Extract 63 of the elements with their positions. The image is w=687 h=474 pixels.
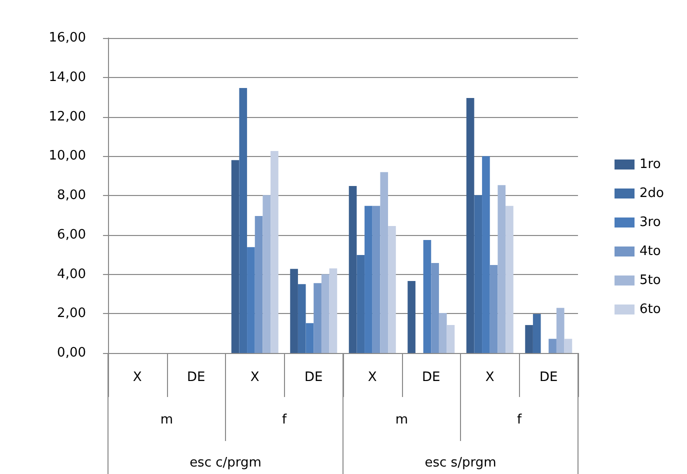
bar — [364, 206, 372, 353]
bar — [247, 247, 255, 353]
bar — [388, 226, 396, 353]
bar — [525, 325, 533, 353]
bar — [270, 151, 278, 353]
legend-label: 3ro — [640, 215, 661, 230]
bar — [466, 98, 474, 353]
y-tick-label: 2,00 — [57, 306, 86, 322]
bar — [262, 195, 271, 353]
bar — [314, 283, 322, 353]
legend-label: 4to — [640, 244, 661, 259]
bar — [446, 325, 455, 353]
bar — [482, 156, 490, 353]
bar — [408, 280, 416, 353]
legend-label: 5to — [640, 273, 661, 288]
y-tick-label: 8,00 — [57, 188, 86, 203]
x-tick-label: X — [132, 370, 142, 385]
bar — [348, 186, 357, 353]
x-tick-label: DE — [422, 370, 440, 385]
bar — [506, 206, 514, 353]
bar — [356, 254, 365, 353]
bar — [298, 284, 306, 353]
bar — [490, 264, 498, 353]
bar — [372, 206, 380, 353]
bar — [556, 308, 564, 353]
y-tick-label: 14,00 — [48, 70, 86, 85]
legend-label: 2do — [640, 186, 664, 201]
legend-label: 6to — [640, 302, 661, 317]
bar — [423, 240, 432, 353]
x-tick-label: X — [368, 370, 377, 385]
y-tick-label: 0,00 — [57, 346, 86, 360]
x-tick-label: DE — [304, 370, 323, 385]
bar — [498, 185, 506, 353]
y-tick-label: 6,00 — [57, 227, 86, 242]
text: m — [160, 412, 174, 428]
text: f — [516, 412, 522, 428]
x-tick-label: DE — [540, 370, 558, 385]
bar — [431, 263, 439, 353]
bar — [380, 172, 388, 353]
bar — [239, 88, 248, 353]
bar — [532, 314, 541, 353]
text: esc c/prgm — [190, 456, 262, 470]
bar — [321, 274, 330, 353]
text: m — [395, 412, 408, 428]
bar — [306, 323, 314, 353]
text: f — [282, 412, 287, 428]
bar — [231, 160, 240, 353]
legend-label: 1ro — [640, 157, 661, 172]
x-tick-label: X — [485, 370, 494, 385]
y-tick-label: 10,00 — [48, 148, 86, 164]
bar — [329, 268, 338, 353]
bar — [290, 268, 298, 353]
y-tick-label: 4,00 — [57, 266, 86, 282]
bar — [548, 338, 556, 353]
y-tick-label: 16,00 — [48, 30, 86, 46]
x-tick-label: X — [250, 370, 260, 385]
x-tick-label: DE — [187, 370, 206, 385]
bar — [254, 216, 263, 353]
bar — [564, 338, 572, 353]
bar — [474, 195, 482, 353]
text: esc s/prgm — [424, 456, 496, 470]
y-tick-label: 12,00 — [48, 109, 86, 124]
bar — [438, 313, 447, 353]
